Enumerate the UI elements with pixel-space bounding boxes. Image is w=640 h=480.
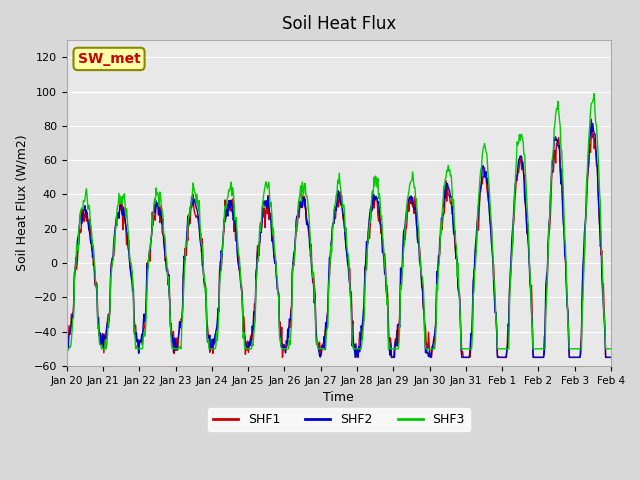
SHF1	[212, 324, 220, 330]
Title: Soil Heat Flux: Soil Heat Flux	[282, 15, 396, 33]
Y-axis label: Soil Heat Flux (W/m2): Soil Heat Flux (W/m2)	[15, 135, 28, 271]
SHF3	[184, 227, 192, 233]
SHF3	[405, 189, 413, 195]
SHF3	[212, 329, 220, 335]
SHF2	[73, 258, 81, 264]
SHF2	[63, 338, 70, 344]
SHF1	[63, 334, 70, 339]
Text: SW_met: SW_met	[77, 52, 140, 66]
SHF2	[351, 355, 359, 360]
X-axis label: Time: Time	[323, 391, 354, 404]
SHF1	[406, 195, 413, 201]
SHF1	[129, 279, 136, 285]
SHF1	[73, 266, 81, 272]
SHF2	[422, 350, 429, 356]
SHF3	[421, 336, 429, 342]
SHF1	[278, 355, 286, 360]
Line: SHF3: SHF3	[67, 94, 611, 349]
SHF2	[212, 326, 220, 332]
SHF3	[591, 91, 598, 96]
Line: SHF1: SHF1	[67, 132, 611, 358]
SHF3	[63, 346, 70, 352]
SHF1	[607, 355, 615, 360]
SHF2	[129, 288, 136, 294]
SHF1	[184, 238, 192, 243]
SHF3	[607, 346, 615, 352]
Line: SHF2: SHF2	[67, 120, 611, 358]
SHF2	[184, 213, 192, 219]
SHF1	[422, 324, 429, 330]
SHF2	[607, 355, 615, 360]
SHF3	[73, 242, 81, 248]
SHF3	[129, 276, 136, 281]
SHF2	[588, 117, 595, 122]
Legend: SHF1, SHF2, SHF3: SHF1, SHF2, SHF3	[208, 408, 470, 432]
SHF1	[588, 130, 596, 135]
SHF2	[406, 194, 413, 200]
